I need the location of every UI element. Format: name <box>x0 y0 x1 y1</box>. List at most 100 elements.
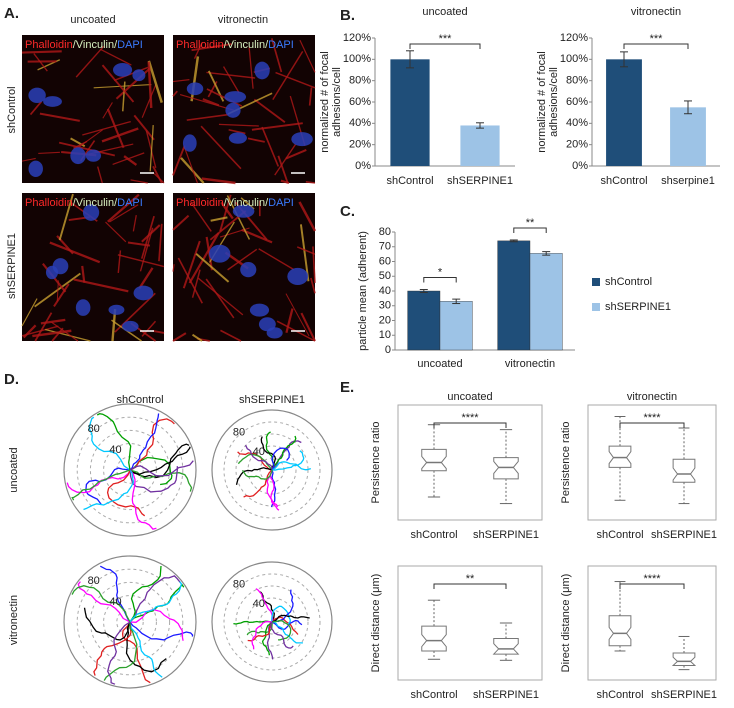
fiber <box>197 277 244 316</box>
fiber <box>193 42 203 59</box>
nucleus <box>291 132 313 147</box>
fiber <box>101 64 135 103</box>
y-tick-label: 40 <box>379 285 391 297</box>
fiber <box>138 267 154 289</box>
y-axis-label: Direct distance (μm) <box>370 574 382 673</box>
bar <box>460 125 500 166</box>
x-tick-label: shserpine1 <box>661 175 715 187</box>
plot-frame <box>587 404 717 521</box>
nucleus <box>232 204 255 218</box>
stain-label: Phalloidin/Vinculin/DAPI <box>25 197 143 209</box>
y-tick-label: 20% <box>349 139 371 151</box>
fiber <box>275 71 316 89</box>
stain-label: Phalloidin/Vinculin/DAPI <box>25 39 143 51</box>
track <box>129 469 193 492</box>
track <box>77 581 131 623</box>
fiber <box>186 113 229 121</box>
significance-label: *** <box>439 33 453 45</box>
fiber <box>117 254 165 268</box>
fiber <box>179 93 234 111</box>
fiber <box>107 193 140 223</box>
fiber <box>133 114 155 141</box>
plot-frame <box>587 565 717 681</box>
fiber <box>53 283 70 307</box>
fiber <box>172 214 190 231</box>
x-tick-label: shSERPINE1 <box>651 689 717 701</box>
panel-label: B. <box>340 7 355 24</box>
fiber <box>21 50 62 54</box>
fiber <box>218 123 259 127</box>
rose-ring <box>103 595 157 649</box>
ring-label: 80 <box>233 579 245 591</box>
fiber <box>82 120 131 136</box>
nucleus <box>224 91 247 103</box>
fiber <box>182 240 201 289</box>
fiber <box>183 145 198 184</box>
nucleus <box>249 303 270 317</box>
stain-name: DAPI <box>268 39 294 51</box>
stain-name: /Vinculin/ <box>73 39 118 51</box>
track <box>129 413 160 471</box>
track <box>129 621 194 641</box>
fiber <box>29 100 43 116</box>
significance-label: ** <box>466 573 475 585</box>
nucleus <box>266 327 283 339</box>
y-tick-label: 60% <box>349 96 371 108</box>
panel-label: C. <box>340 203 355 220</box>
rose-outer <box>211 561 333 683</box>
significance-bracket <box>623 43 689 49</box>
significance-label: **** <box>643 412 661 424</box>
nucleus <box>28 160 43 178</box>
rose-plot: 80 40 <box>211 409 333 531</box>
significance-bracket <box>513 227 547 233</box>
box <box>421 625 447 652</box>
fiber <box>277 155 289 184</box>
nucleus <box>108 304 125 315</box>
track <box>271 461 311 471</box>
micrograph: Phalloidin/Vinculin/DAPI <box>172 193 317 342</box>
fiber <box>147 61 153 109</box>
track <box>88 416 131 471</box>
x-tick-label: shControl <box>410 689 457 701</box>
track <box>129 565 162 623</box>
nucleus <box>254 61 270 80</box>
fiber <box>177 257 204 304</box>
track <box>269 469 279 508</box>
fiber <box>73 278 129 293</box>
track <box>271 616 299 635</box>
stain-name: DAPI <box>268 197 294 209</box>
significance-bracket <box>423 277 457 283</box>
nucleus <box>240 262 257 278</box>
fiber <box>190 201 212 232</box>
nucleus <box>186 82 204 96</box>
rose-column-title: shControl <box>116 394 163 406</box>
panel-label: D. <box>4 371 19 388</box>
fiber <box>305 180 316 184</box>
fiber <box>195 252 230 283</box>
y-tick-label: 0 <box>385 344 391 356</box>
fiber <box>127 241 151 247</box>
box <box>493 457 519 480</box>
micrograph: Phalloidin/Vinculin/DAPI <box>172 35 316 185</box>
x-tick-label: shControl <box>386 175 433 187</box>
track <box>245 444 273 471</box>
stain-name: /Vinculin/ <box>224 39 269 51</box>
fiber <box>105 221 127 243</box>
stain-name: DAPI <box>117 39 143 51</box>
fiber <box>113 66 149 82</box>
fiber <box>123 155 138 166</box>
chart-title: vitronectin <box>627 391 677 403</box>
micrograph: Phalloidin/Vinculin/DAPI <box>21 193 165 342</box>
fiber <box>139 227 154 272</box>
track <box>270 621 294 649</box>
y-tick-label: 20 <box>379 314 391 326</box>
fiber <box>21 157 36 162</box>
fiber <box>201 177 236 185</box>
track <box>271 621 303 644</box>
fiber <box>130 179 148 184</box>
y-axis-label: adhesions/cell <box>331 67 343 137</box>
box <box>421 448 447 472</box>
bar <box>497 240 531 351</box>
fiber <box>222 66 240 94</box>
fiber <box>312 246 316 283</box>
